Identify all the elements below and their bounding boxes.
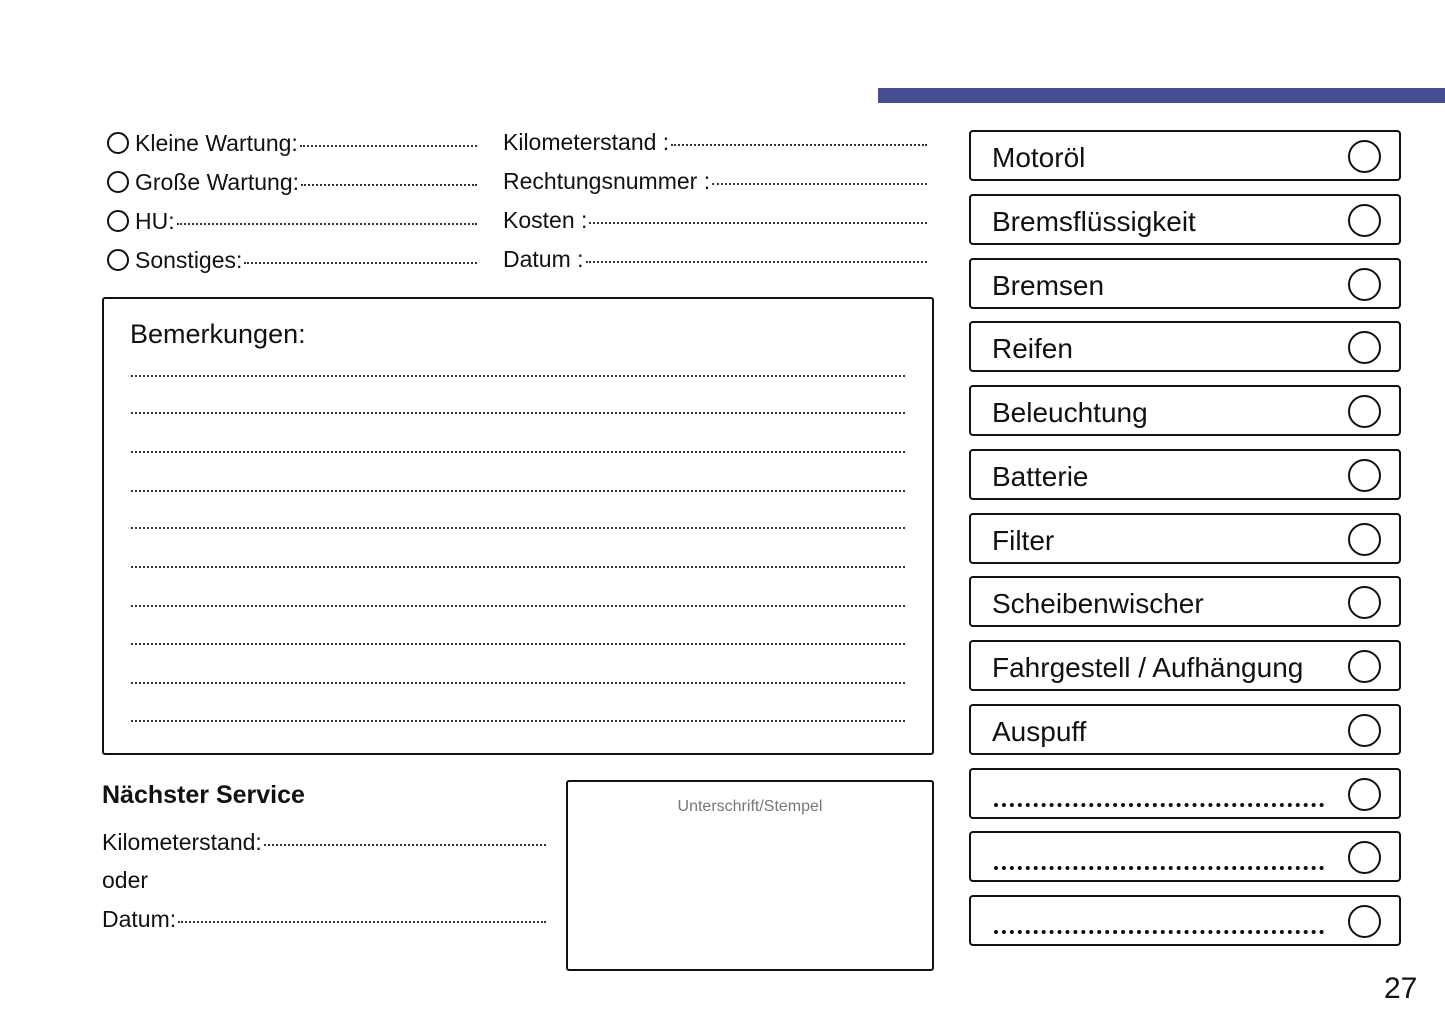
service-type-option: Große Wartung: [107, 168, 477, 196]
service-type-fill-line[interactable] [244, 262, 477, 264]
checkbox-circle-icon[interactable] [1348, 777, 1381, 811]
next-service-date-line[interactable] [178, 921, 546, 923]
page-number: 27 [1384, 972, 1418, 1005]
checklist-item-label: Beleuchtung [992, 397, 1148, 428]
checklist-item: Batterie [969, 448, 1401, 500]
next-service-mileage-line[interactable] [263, 844, 546, 846]
detail-label: Datum : [503, 246, 584, 272]
checklist-item: Bremsen [969, 257, 1401, 309]
next-service-date-field: Datum: [102, 906, 546, 933]
detail-fill-line[interactable] [712, 183, 927, 185]
remarks-line[interactable] [131, 375, 905, 377]
detail-label: Kilometerstand : [503, 129, 670, 155]
detail-field: Datum : [503, 246, 927, 273]
service-type-label: Sonstiges: [135, 247, 243, 273]
checkbox-circle-icon[interactable] [1348, 140, 1381, 173]
remarks-line[interactable] [131, 451, 905, 453]
checkbox-circle-icon[interactable] [1348, 905, 1381, 938]
remarks-line[interactable] [131, 566, 905, 568]
detail-label: Kosten : [503, 207, 588, 233]
detail-label: Rechtungsnummer : [503, 168, 711, 194]
remarks-line[interactable] [131, 605, 905, 607]
checklist-fill-line[interactable] [994, 802, 1324, 807]
service-type-fill-line[interactable] [299, 145, 477, 147]
checklist-item-label: Bremsflüssigkeit [992, 205, 1196, 237]
detail-field: Rechtungsnummer : [503, 168, 927, 195]
checkbox-circle-icon[interactable] [1348, 331, 1381, 365]
remarks-line[interactable] [131, 527, 905, 529]
checkbox-circle-icon[interactable] [1348, 203, 1381, 237]
service-type-fill-line[interactable] [301, 184, 477, 186]
checklist-item-label: Scheibenwischer [992, 588, 1204, 620]
radio-circle-icon[interactable] [107, 210, 129, 232]
checklist-item: Filter [969, 512, 1401, 564]
checklist-item: Reifen [969, 321, 1401, 373]
checklist-item-label: Reifen [992, 333, 1073, 365]
service-type-label: HU: [135, 208, 175, 234]
checklist-item-label: Motoröl [992, 142, 1086, 173]
service-type-label: Große Wartung: [135, 169, 300, 195]
header-accent-bar [878, 88, 1445, 103]
next-service-mileage-field: Kilometerstand: [102, 829, 546, 856]
service-type-option: HU: [107, 207, 477, 235]
checklist-item: Bremsflüssigkeit [969, 193, 1401, 245]
checklist-item [969, 831, 1401, 883]
checklist-fill-line[interactable] [994, 866, 1324, 871]
checkbox-circle-icon[interactable] [1348, 395, 1381, 428]
checklist-item: Scheibenwischer [969, 576, 1401, 628]
checklist-item-label: Filter [992, 524, 1055, 556]
checkbox-circle-icon[interactable] [1348, 713, 1381, 747]
checklist-item: Beleuchtung [969, 385, 1401, 436]
checklist-item: Auspuff [969, 703, 1401, 755]
service-type-label: Kleine Wartung: [135, 130, 298, 156]
checkbox-circle-icon[interactable] [1348, 522, 1381, 556]
service-type-option: Sonstiges: [107, 246, 477, 274]
radio-circle-icon[interactable] [107, 132, 129, 154]
checklist-item-label: Batterie [992, 460, 1089, 492]
checklist-item-label: Bremsen [992, 269, 1105, 301]
detail-fill-line[interactable] [589, 222, 927, 224]
checkbox-circle-icon[interactable] [1348, 458, 1381, 492]
checkbox-circle-icon[interactable] [1348, 586, 1381, 620]
service-type-fill-line[interactable] [176, 223, 477, 225]
checkbox-circle-icon[interactable] [1348, 841, 1381, 875]
remarks-line[interactable] [131, 490, 905, 492]
detail-field: Kilometerstand : [503, 129, 927, 156]
detail-fill-line[interactable] [671, 144, 927, 146]
next-service-title: Nächster Service [102, 781, 305, 809]
next-service-or: oder [102, 867, 149, 893]
checklist-item: Motoröl [969, 130, 1401, 181]
detail-field: Kosten : [503, 207, 927, 234]
checklist-item: Fahrgestell / Aufhängung [969, 640, 1401, 691]
checkbox-circle-icon[interactable] [1348, 650, 1381, 683]
service-type-option: Kleine Wartung: [107, 129, 477, 157]
remarks-title: Bemerkungen: [130, 319, 306, 349]
radio-circle-icon[interactable] [107, 249, 129, 271]
detail-fill-line[interactable] [585, 261, 927, 263]
radio-circle-icon[interactable] [107, 171, 129, 193]
next-service-mileage-label: Kilometerstand: [102, 829, 262, 855]
next-service-date-label: Datum: [102, 906, 177, 932]
remarks-line[interactable] [131, 682, 905, 684]
checklist-fill-line[interactable] [994, 930, 1324, 934]
checklist-item-label: Auspuff [992, 715, 1087, 747]
remarks-line[interactable] [131, 643, 905, 645]
checklist-item [969, 767, 1401, 819]
checklist-item-label: Fahrgestell / Aufhängung [992, 652, 1304, 683]
signature-label: Unterschrift/Stempel [677, 798, 823, 815]
checklist-item [969, 895, 1401, 946]
checkbox-circle-icon[interactable] [1348, 267, 1381, 301]
remarks-line[interactable] [131, 412, 905, 414]
signature-box[interactable]: Unterschrift/Stempel [566, 780, 934, 971]
remarks-line[interactable] [131, 720, 905, 722]
remarks-box: Bemerkungen: [102, 297, 934, 755]
